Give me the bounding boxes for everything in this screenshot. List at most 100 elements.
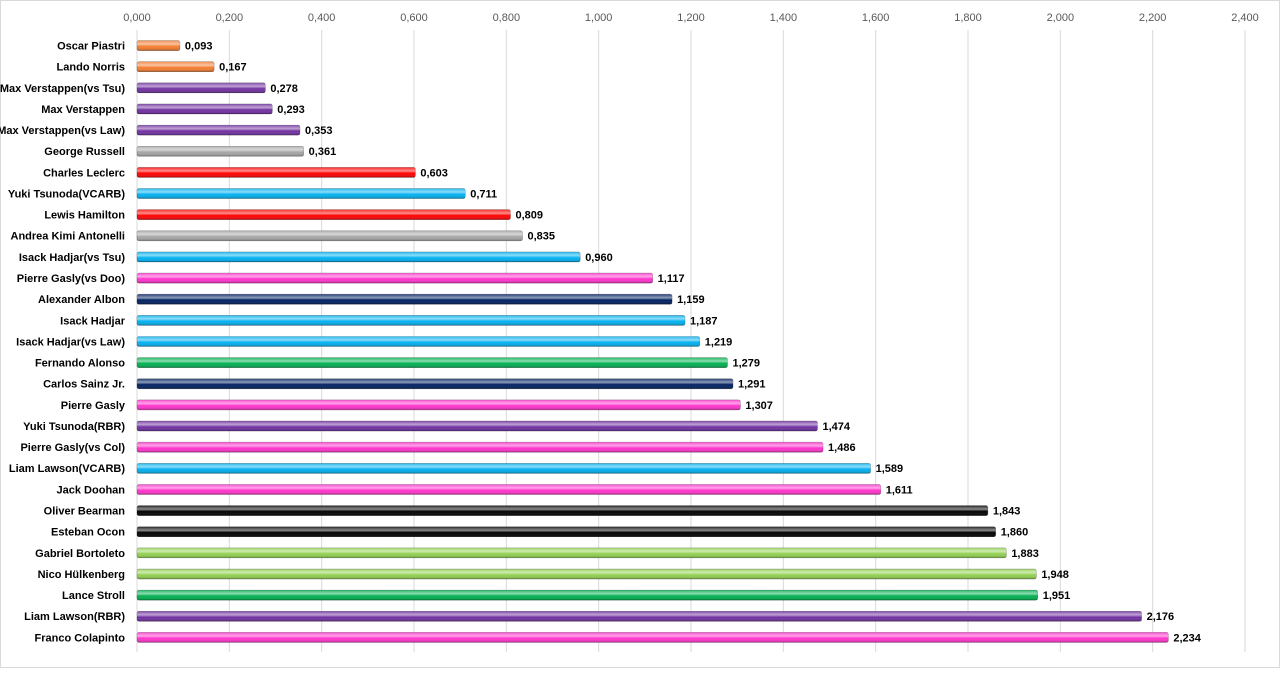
bar-highlight xyxy=(137,442,824,453)
bar-highlight xyxy=(137,632,1169,643)
value-label: 0,293 xyxy=(277,104,305,116)
value-label: 1,589 xyxy=(876,463,904,475)
bar-highlight xyxy=(137,40,180,51)
value-label: 1,307 xyxy=(745,400,773,412)
y-tick-label: Yuki Tsunoda(RBR) xyxy=(23,421,125,433)
bar-highlight xyxy=(137,188,466,199)
bar-highlight xyxy=(137,526,996,537)
bar-highlight xyxy=(137,399,741,410)
y-tick-label: Gabriel Bortoleto xyxy=(35,548,125,560)
y-tick-label: Pierre Gasly(vs Col) xyxy=(20,442,125,454)
y-tick-label: Liam Lawson(VCARB) xyxy=(9,463,125,475)
bar-highlight xyxy=(137,167,416,178)
y-tick-label: Jack Doohan xyxy=(57,484,126,496)
value-label: 1,843 xyxy=(993,506,1021,518)
y-tick-label: Esteban Ocon xyxy=(51,527,125,539)
y-tick-label: Yuki Tsunoda(VCARB) xyxy=(8,188,125,200)
value-label: 1,279 xyxy=(732,358,760,370)
x-tick-label: 2,400 xyxy=(1231,12,1259,24)
y-tick-label: Oliver Bearman xyxy=(44,506,126,518)
y-tick-label: Fernando Alonso xyxy=(35,358,125,370)
x-tick-label: 1,800 xyxy=(954,12,982,24)
bar-highlight xyxy=(137,505,988,516)
bar-highlight xyxy=(137,251,581,262)
value-label: 1,474 xyxy=(822,421,850,433)
value-label: 1,883 xyxy=(1011,548,1039,560)
value-label: 0,353 xyxy=(305,125,333,137)
x-tick-label: 0,400 xyxy=(308,12,336,24)
x-tick-label: 0,800 xyxy=(493,12,521,24)
y-tick-label: Lewis Hamilton xyxy=(44,210,125,222)
value-label: 1,486 xyxy=(828,442,856,454)
y-tick-label: Max Verstappen(vs Law) xyxy=(0,125,125,137)
y-tick-label: Liam Lawson(RBR) xyxy=(24,611,125,623)
value-label: 1,948 xyxy=(1041,569,1069,581)
bar-highlight xyxy=(137,378,734,389)
value-label: 1,117 xyxy=(658,273,685,285)
y-tick-label: Pierre Gasly xyxy=(61,400,126,412)
bar-highlight xyxy=(137,484,881,495)
value-label: 0,809 xyxy=(515,210,543,222)
value-label: 0,361 xyxy=(309,146,337,158)
bar-highlight xyxy=(137,463,871,474)
x-tick-label: 0,000 xyxy=(123,12,151,24)
x-tick-label: 2,000 xyxy=(1047,12,1075,24)
x-tick-label: 1,200 xyxy=(677,12,705,24)
y-tick-label: Alexander Albon xyxy=(38,294,125,306)
value-label: 0,835 xyxy=(527,231,555,243)
y-tick-label: Max Verstappen xyxy=(41,104,125,116)
value-label: 2,234 xyxy=(1173,632,1201,644)
bar-highlight xyxy=(137,357,728,368)
value-label: 0,960 xyxy=(585,252,613,264)
bar-highlight xyxy=(137,569,1037,580)
bar-highlight xyxy=(137,315,685,326)
value-label: 0,167 xyxy=(219,62,247,74)
bar-highlight xyxy=(137,273,653,284)
y-tick-label: Franco Colapinto xyxy=(35,632,126,644)
x-tick-label: 1,000 xyxy=(585,12,613,24)
value-label: 1,951 xyxy=(1043,590,1071,602)
y-tick-label: Isack Hadjar(vs Law) xyxy=(16,336,125,348)
x-tick-label: 0,600 xyxy=(400,12,428,24)
x-tick-label: 1,400 xyxy=(770,12,798,24)
value-label: 0,093 xyxy=(185,40,213,52)
value-label: 1,860 xyxy=(1001,527,1029,539)
y-tick-label: Lance Stroll xyxy=(62,590,125,602)
y-tick-label: Isack Hadjar(vs Tsu) xyxy=(19,252,126,264)
y-tick-label: Carlos Sainz Jr. xyxy=(43,379,125,391)
bar-highlight xyxy=(137,294,673,305)
x-tick-label: 0,200 xyxy=(216,12,244,24)
bar-highlight xyxy=(137,230,523,241)
y-tick-label: Nico Hülkenberg xyxy=(38,569,125,581)
y-tick-label: Charles Leclerc xyxy=(43,167,125,179)
value-label: 1,611 xyxy=(886,484,913,496)
value-label: 1,187 xyxy=(690,315,718,327)
value-label: 0,278 xyxy=(270,83,298,95)
bar-highlight xyxy=(137,82,266,93)
value-label: 0,711 xyxy=(470,188,497,200)
value-label: 1,159 xyxy=(677,294,705,306)
bar-highlight xyxy=(137,611,1142,622)
bar-highlight xyxy=(137,336,700,347)
value-label: 1,291 xyxy=(738,379,766,391)
value-label: 1,219 xyxy=(705,336,733,348)
value-label: 2,176 xyxy=(1147,611,1175,623)
y-tick-label: Andrea Kimi Antonelli xyxy=(11,231,126,243)
y-tick-label: Pierre Gasly(vs Doo) xyxy=(17,273,126,285)
bar-highlight xyxy=(137,103,273,114)
x-tick-label: 1,600 xyxy=(862,12,890,24)
x-tick-label: 2,200 xyxy=(1139,12,1167,24)
bar-highlight xyxy=(137,125,300,136)
bar-highlight xyxy=(137,547,1007,558)
y-tick-label: Isack Hadjar xyxy=(60,315,126,327)
bar-highlight xyxy=(137,209,511,220)
y-tick-label: George Russell xyxy=(44,146,125,158)
value-label: 0,603 xyxy=(420,167,448,179)
bar-highlight xyxy=(137,590,1038,601)
y-tick-label: Oscar Piastri xyxy=(57,40,125,52)
bar-highlight xyxy=(137,146,304,157)
bar-highlight xyxy=(137,421,818,432)
